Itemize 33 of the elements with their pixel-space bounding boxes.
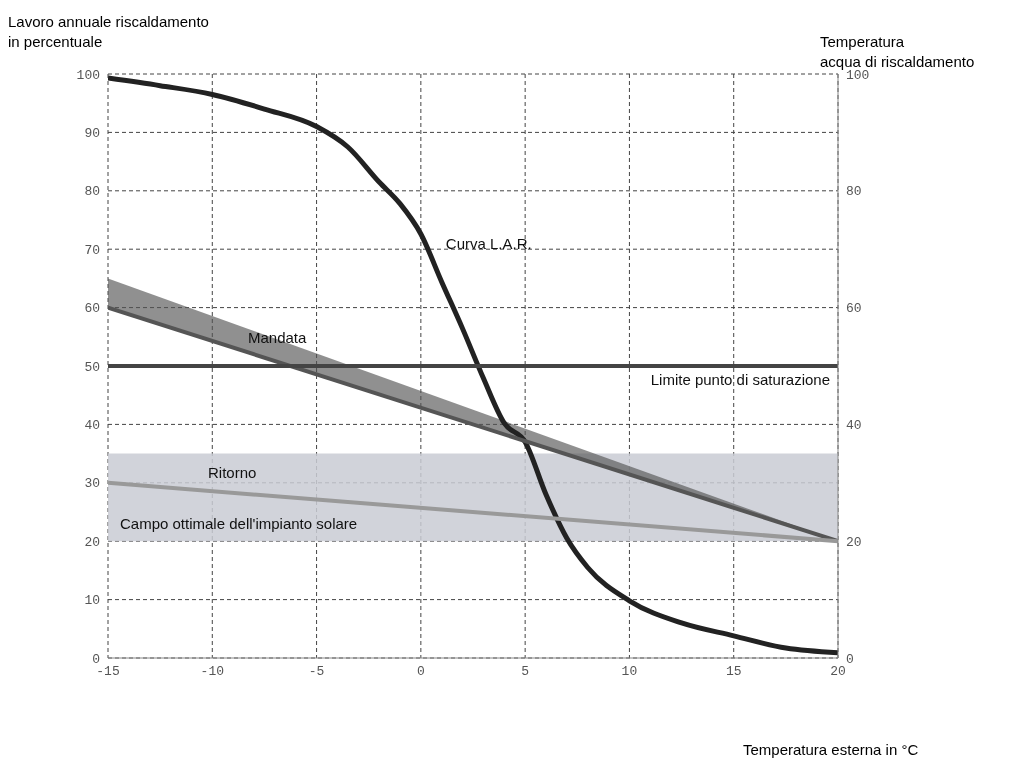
y-tick-label: 100 bbox=[76, 67, 100, 83]
y2-axis-title: Temperatura acqua di riscaldamento bbox=[820, 32, 975, 70]
y-tick-label: 90 bbox=[84, 126, 100, 142]
y-tick-label: 50 bbox=[84, 359, 100, 375]
series-label: Curva L.A.R. bbox=[445, 235, 532, 253]
series-label: Mandata bbox=[248, 328, 308, 346]
y2-tick-label: 100 bbox=[846, 67, 870, 83]
ref-line-label: Limite punto di saturazione bbox=[650, 370, 830, 388]
x-tick-label: 20 bbox=[830, 664, 846, 680]
y-tick-label: 70 bbox=[84, 242, 100, 258]
x-tick-label: -15 bbox=[96, 664, 120, 680]
y-tick-label: 40 bbox=[84, 418, 100, 434]
y-tick-label: 20 bbox=[84, 534, 100, 550]
series-label: Ritorno bbox=[208, 463, 257, 481]
x-tick-label: 10 bbox=[621, 664, 638, 680]
y2-tick-label: 80 bbox=[846, 184, 862, 200]
y2-tick-label: 20 bbox=[846, 534, 862, 550]
y-tick-label: 60 bbox=[84, 301, 100, 317]
y-tick-label: 10 bbox=[84, 593, 100, 609]
band-label: Campo ottimale dell'impianto solare bbox=[120, 515, 358, 533]
y-tick-label: 80 bbox=[84, 184, 100, 200]
x-tick-label: -5 bbox=[308, 664, 325, 680]
x-axis-title: Temperatura esterna in °C bbox=[743, 741, 919, 758]
y-tick-label: 30 bbox=[84, 476, 100, 492]
y2-tick-label: 40 bbox=[846, 418, 862, 434]
x-tick-label: 0 bbox=[416, 664, 425, 680]
x-tick-label: -10 bbox=[200, 664, 224, 680]
y2-tick-label: 60 bbox=[846, 301, 862, 317]
x-tick-label: 15 bbox=[725, 664, 742, 680]
y-axis-title: Lavoro annuale riscaldamento in percentuale bbox=[8, 12, 209, 52]
x-tick-label: 5 bbox=[521, 664, 530, 680]
y2-tick-label: 0 bbox=[846, 651, 854, 667]
y-tick-label: 0 bbox=[92, 651, 100, 667]
